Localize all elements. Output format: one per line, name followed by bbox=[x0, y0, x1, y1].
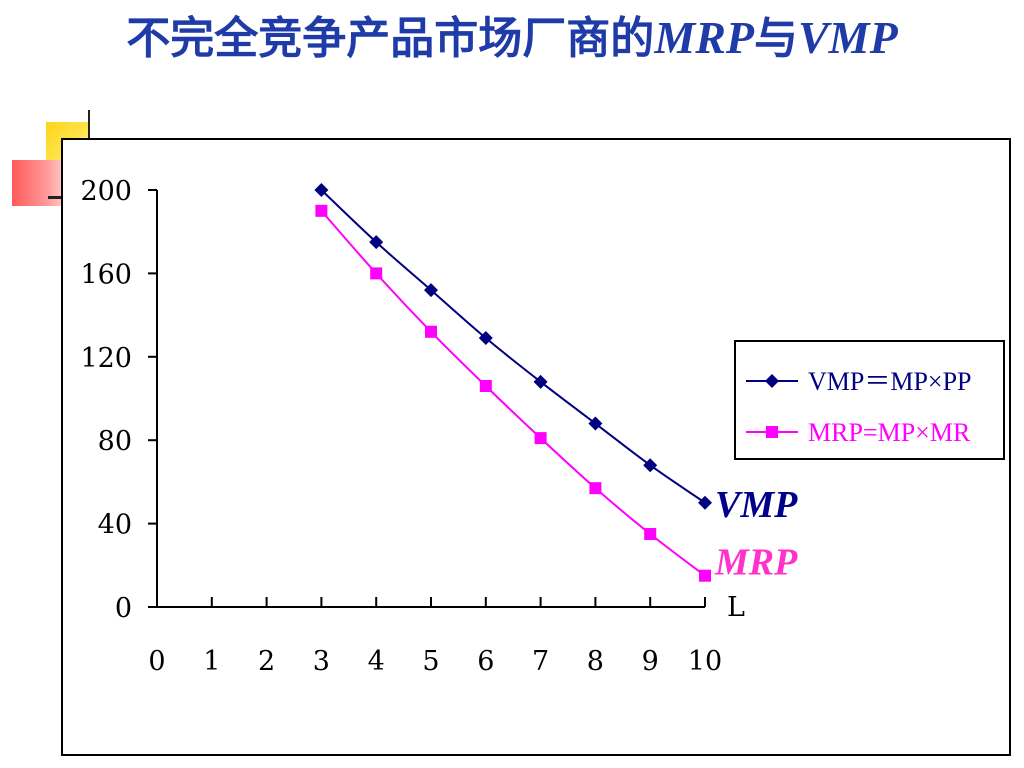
chart-legend: VMP＝MP×PP MRP=MP×MR bbox=[734, 340, 1005, 460]
mrp-series-line bbox=[320, 210, 706, 577]
x-tick-label: 7 bbox=[532, 646, 549, 677]
mrp-curve-label: MRP bbox=[714, 542, 798, 584]
legend-vmp-diamond-marker bbox=[765, 374, 779, 388]
chart-series bbox=[314, 183, 712, 582]
x-axis-label: L bbox=[727, 592, 745, 623]
vmp-data-point bbox=[369, 235, 384, 250]
chart-axes: 0 40 80 120 160 200 0 1 2 3 4 5 6 7 8 9 10L bbox=[80, 176, 745, 677]
mrp-data-point bbox=[479, 379, 492, 392]
decorative-vertical-line bbox=[88, 110, 90, 152]
decorative-horizontal-line bbox=[48, 196, 64, 199]
mrp-data-point bbox=[589, 482, 602, 495]
vmp-data-point bbox=[478, 331, 493, 346]
vmp-series-line bbox=[320, 189, 706, 504]
vmp-data-point bbox=[643, 458, 658, 473]
mrp-data-point bbox=[370, 267, 383, 280]
x-tick-label: 6 bbox=[477, 646, 494, 677]
vmp-data-point bbox=[314, 183, 329, 197]
x-tick-label: 8 bbox=[587, 646, 604, 677]
legend-vmp-label: VMP＝MP×PP bbox=[808, 367, 972, 396]
vmp-data-point bbox=[698, 495, 712, 510]
vmp-curve-label: VMP bbox=[715, 484, 798, 526]
mrp-data-point bbox=[425, 325, 437, 338]
title-vmp-text: VMP bbox=[798, 12, 898, 63]
vmp-data-point bbox=[533, 374, 548, 389]
legend-mrp-label: MRP=MP×MR bbox=[808, 418, 971, 447]
legend-entry-mrp: MRP=MP×MR bbox=[746, 418, 971, 447]
slide-title: 不完全竞争产品市场厂商的MRP与VMP bbox=[0, 8, 1024, 69]
mrp-data-point bbox=[534, 432, 547, 445]
mrp-data-point bbox=[315, 204, 328, 217]
y-tick-label: 160 bbox=[80, 259, 132, 290]
y-tick-label: 40 bbox=[98, 510, 132, 541]
vmp-data-point bbox=[424, 283, 438, 298]
x-tick-label: 0 bbox=[148, 646, 165, 677]
title-mrp-text: MRP bbox=[654, 12, 754, 63]
legend-mrp-square-marker bbox=[766, 426, 778, 438]
legend-entry-vmp: VMP＝MP×PP bbox=[746, 367, 972, 396]
chart-labels: VMP MRP bbox=[714, 484, 798, 584]
legend-graphics: VMP＝MP×PP MRP=MP×MR bbox=[746, 367, 972, 447]
x-tick-label: 4 bbox=[368, 646, 385, 677]
x-tick-label: 3 bbox=[313, 646, 330, 677]
y-tick-label: 0 bbox=[115, 593, 132, 624]
mrp-data-point bbox=[699, 569, 711, 582]
vmp-data-point bbox=[588, 416, 603, 431]
y-tick-label: 120 bbox=[80, 343, 132, 374]
title-chinese-text: 不完全竞争产品市场厂商的 bbox=[126, 13, 655, 64]
x-tick-label: 5 bbox=[422, 646, 439, 677]
mrp-data-point bbox=[644, 528, 657, 541]
x-tick-label: 1 bbox=[203, 646, 220, 677]
x-tick-label: 2 bbox=[258, 646, 275, 677]
x-tick-label: 9 bbox=[642, 646, 659, 677]
x-tick-label: 10 bbox=[688, 646, 722, 677]
y-tick-label: 200 bbox=[80, 176, 132, 207]
y-tick-label: 80 bbox=[98, 426, 132, 457]
title-conjunction-text: 与 bbox=[754, 13, 798, 64]
